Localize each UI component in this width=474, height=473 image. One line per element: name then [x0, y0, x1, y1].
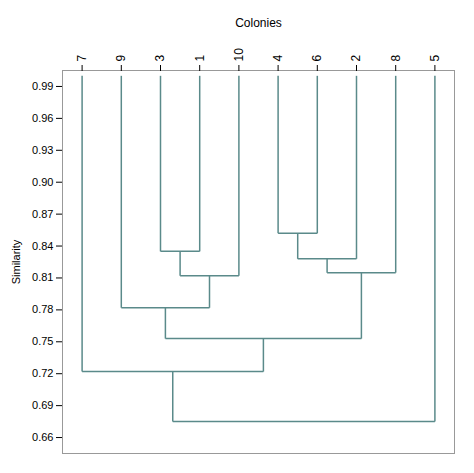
svg-text:0.69: 0.69 — [32, 399, 53, 411]
svg-text:0.78: 0.78 — [32, 303, 53, 315]
svg-text:7: 7 — [75, 55, 89, 62]
svg-text:0.99: 0.99 — [32, 80, 53, 92]
svg-text:5: 5 — [428, 55, 442, 62]
svg-text:0.72: 0.72 — [32, 367, 53, 379]
svg-text:10: 10 — [232, 48, 246, 62]
svg-text:0.81: 0.81 — [32, 271, 53, 283]
svg-text:8: 8 — [389, 55, 403, 62]
svg-text:0.75: 0.75 — [32, 335, 53, 347]
svg-text:4: 4 — [271, 55, 285, 62]
svg-text:6: 6 — [310, 55, 324, 62]
svg-text:0.90: 0.90 — [32, 176, 53, 188]
svg-text:9: 9 — [114, 55, 128, 62]
svg-text:Similarity: Similarity — [10, 239, 22, 284]
svg-text:3: 3 — [153, 55, 167, 62]
svg-text:2: 2 — [349, 55, 363, 62]
svg-text:Colonies: Colonies — [235, 16, 282, 30]
svg-text:0.96: 0.96 — [32, 112, 53, 124]
svg-text:0.93: 0.93 — [32, 144, 53, 156]
svg-text:0.84: 0.84 — [32, 240, 53, 252]
svg-text:1: 1 — [193, 55, 207, 62]
svg-text:0.87: 0.87 — [32, 208, 53, 220]
svg-text:0.66: 0.66 — [32, 431, 53, 443]
